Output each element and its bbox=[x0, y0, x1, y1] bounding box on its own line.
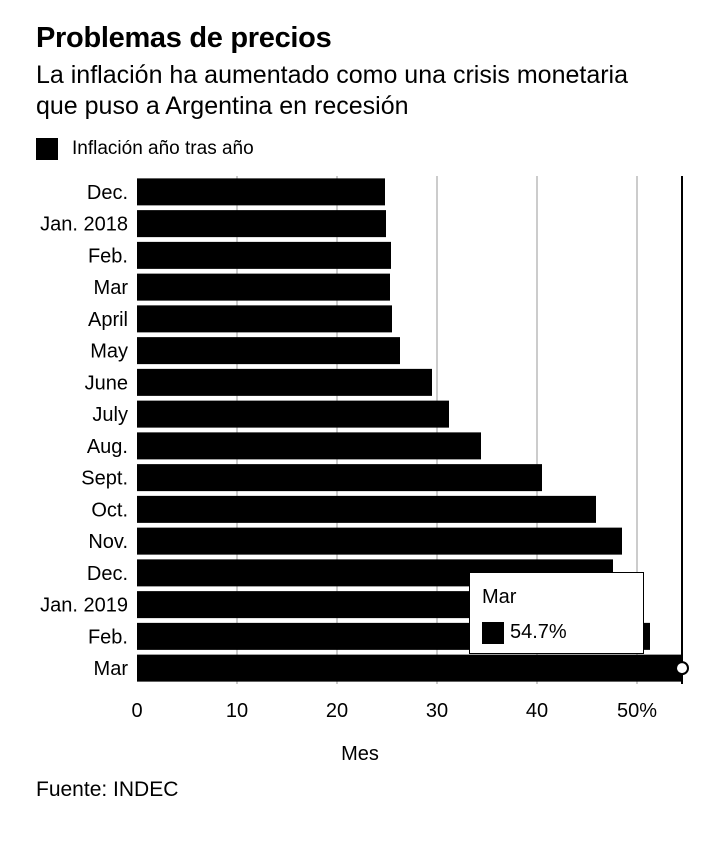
category-label: Mar bbox=[94, 658, 129, 680]
x-tick-label: 10 bbox=[226, 700, 248, 722]
hover-indicator bbox=[675, 176, 689, 684]
tooltip-value-row: 54.7% bbox=[482, 621, 567, 644]
tooltip-value: 54.7% bbox=[510, 621, 567, 643]
chart-subtitle: La inflación ha aumentado como una crisi… bbox=[36, 61, 629, 120]
x-axis-label: Mes bbox=[341, 743, 379, 765]
category-labels: Dec. Jan. 2018 Feb. Mar April May June July Aug.… bbox=[40, 182, 128, 680]
category-label: Dec. bbox=[87, 182, 128, 204]
bar[interactable] bbox=[137, 178, 385, 206]
tooltip-category: Mar bbox=[482, 586, 517, 608]
legend-label: Inflación año tras año bbox=[72, 138, 254, 159]
bar[interactable] bbox=[137, 337, 400, 365]
bars bbox=[137, 178, 682, 682]
bar[interactable] bbox=[137, 210, 386, 238]
x-tick-label: 40 bbox=[526, 700, 548, 722]
category-label: Aug. bbox=[87, 436, 128, 458]
hover-point bbox=[675, 661, 689, 676]
bar[interactable] bbox=[137, 400, 449, 428]
category-label: Feb. bbox=[88, 626, 128, 648]
category-label: Jan. 2019 bbox=[40, 595, 128, 617]
x-tick-labels: 0 10 20 30 40 50% bbox=[131, 700, 657, 722]
x-tick-label: 30 bbox=[426, 700, 448, 722]
x-tick-label: 0 bbox=[131, 700, 142, 722]
bar[interactable] bbox=[137, 273, 390, 301]
category-label: July bbox=[92, 404, 128, 426]
category-label: May bbox=[90, 341, 128, 363]
category-label: Oct. bbox=[91, 499, 128, 521]
chart-title: Problemas de precios bbox=[36, 22, 332, 54]
bar[interactable] bbox=[137, 305, 392, 333]
bar[interactable] bbox=[137, 432, 481, 460]
category-label: Nov. bbox=[88, 531, 128, 553]
bar[interactable] bbox=[137, 368, 432, 396]
legend-swatch bbox=[36, 138, 58, 160]
tooltip: Mar 54.7% bbox=[469, 572, 644, 654]
category-label: Feb. bbox=[88, 245, 128, 267]
bar[interactable] bbox=[137, 495, 596, 523]
source-note: Fuente: INDEC bbox=[36, 778, 179, 801]
bar[interactable] bbox=[137, 464, 542, 492]
bar[interactable] bbox=[137, 527, 622, 555]
bar[interactable] bbox=[137, 654, 682, 682]
tooltip-swatch bbox=[482, 621, 504, 644]
legend: Inflación año tras año bbox=[36, 138, 254, 160]
x-tick-label: 20 bbox=[326, 700, 348, 722]
bar[interactable] bbox=[137, 241, 391, 269]
category-label: Mar bbox=[94, 277, 129, 299]
x-tick-label: 50% bbox=[617, 700, 657, 722]
category-label: Dec. bbox=[87, 563, 128, 585]
category-label: April bbox=[88, 309, 128, 331]
category-label: Sept. bbox=[81, 468, 128, 490]
category-label: Jan. 2018 bbox=[40, 214, 128, 236]
category-label: June bbox=[85, 372, 128, 394]
